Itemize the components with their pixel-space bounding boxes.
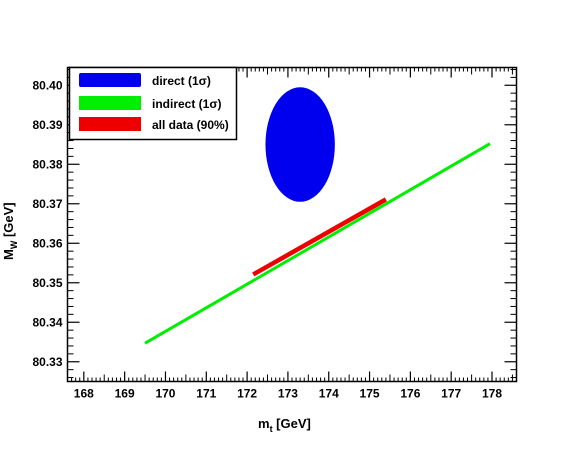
data-layer [144, 87, 491, 345]
y-axis-title: MW [GeV] [1, 202, 19, 260]
x-tick-label: 169 [115, 387, 135, 401]
legend-swatch-all-data [79, 117, 141, 131]
series-indirect-band [144, 142, 491, 345]
y-tick-label: 80.34 [32, 315, 62, 329]
y-tick-label: 80.37 [32, 197, 62, 211]
y-tick-label: 80.33 [32, 355, 62, 369]
y-tick-label: 80.35 [32, 276, 62, 290]
legend-swatch-indirect [79, 96, 141, 110]
y-tick-label: 80.36 [32, 236, 62, 250]
series-all-data-band [252, 197, 387, 277]
x-tick-label: 168 [74, 387, 94, 401]
x-tick-label: 178 [482, 387, 502, 401]
legend-swatch-direct [79, 73, 141, 87]
y-tick-label: 80.38 [32, 157, 62, 171]
x-tick-label: 175 [360, 387, 380, 401]
x-axis-title: mt [GeV] [258, 416, 311, 434]
y-tick-label: 80.39 [32, 118, 62, 132]
x-tick-label: 170 [155, 387, 175, 401]
ticks-layer: 168 169 170 171 172 173 174 175 176 177 178 80.33 80… [32, 67, 517, 401]
series-direct-ellipse [265, 87, 335, 202]
legend-label-indirect: indirect (1σ) [152, 97, 222, 111]
legend-label-direct: direct (1σ) [152, 74, 211, 88]
x-tick-label: 177 [441, 387, 461, 401]
x-tick-label: 172 [237, 387, 257, 401]
x-tick-label: 174 [319, 387, 339, 401]
legend-label-all-data: all data (90%) [152, 118, 229, 132]
x-tick-label: 173 [278, 387, 298, 401]
x-tick-label: 171 [196, 387, 216, 401]
legend: direct (1σ) indirect (1σ) all data (90%) [68, 66, 238, 141]
y-tick-label: 80.40 [32, 78, 62, 92]
x-tick-label: 176 [400, 387, 420, 401]
